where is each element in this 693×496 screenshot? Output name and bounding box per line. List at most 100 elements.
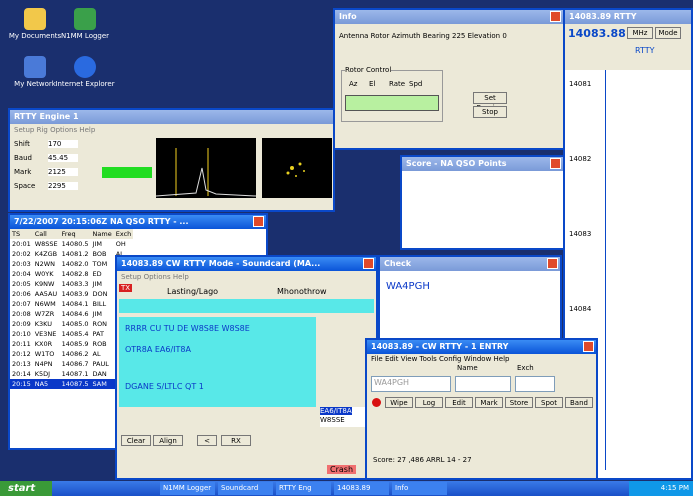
cell: JIM (91, 309, 114, 319)
cell: N2WN (33, 259, 60, 269)
rx-text: OTR8A EA6/IT8A (125, 345, 191, 354)
task-button[interactable]: 14083.89 (334, 482, 389, 495)
label: Mhonothrow (277, 287, 327, 296)
icon-label: My Network (14, 80, 56, 88)
menu-bar[interactable]: Setup Rig Options Help (14, 126, 95, 134)
scale-label: 14081 (569, 80, 591, 88)
task-button[interactable]: Info (392, 482, 447, 495)
cell: 20:14 (10, 369, 33, 379)
info-text: Antenna Rotor Azimuth Bearing 225 Elevat… (339, 32, 507, 40)
button[interactable]: Mode (655, 27, 681, 39)
scale-label: 14082 (569, 155, 591, 163)
cell: 20:10 (10, 329, 33, 339)
cell: 14087.1 (60, 369, 91, 379)
title-bar: Check (380, 257, 560, 271)
status-bar: Score: 27 ,486 ARRL 14 - 27 (373, 456, 472, 464)
close-button[interactable] (550, 11, 561, 22)
call-field[interactable]: WA4PGH (371, 376, 451, 392)
desktop-icon[interactable]: Internet Explorer (55, 56, 115, 88)
menu-bar[interactable]: File Edit View Tools Config Window Help (371, 355, 510, 363)
key-button[interactable]: Store (505, 397, 533, 408)
key-button[interactable]: Band (565, 397, 593, 408)
cell: 14086.7 (60, 359, 91, 369)
engine-window: RTTY Engine 1 Setup Rig Options Help Shi… (8, 108, 335, 212)
task-button[interactable]: Soundcard (218, 482, 273, 495)
column-header: Call (33, 229, 60, 239)
cell: OH (114, 239, 134, 249)
button[interactable]: Align (153, 435, 183, 446)
close-button[interactable] (583, 341, 594, 352)
close-button[interactable] (253, 216, 264, 227)
cell: N4PN (33, 359, 60, 369)
key-button[interactable]: Log (415, 397, 443, 408)
info-window: Info Antenna Rotor Azimuth Bearing 225 E… (333, 8, 565, 150)
menu-bar[interactable]: Setup Options Help (121, 273, 189, 281)
close-button[interactable] (547, 258, 558, 269)
field: 2295 (48, 182, 78, 190)
label: Lasting/Lago (167, 287, 218, 296)
button[interactable]: RX (221, 435, 251, 446)
desktop-icon[interactable]: N1MM Logger (55, 8, 115, 40)
label: Exch (517, 364, 534, 372)
cell: RON (91, 319, 114, 329)
frequency: 14083.88 (568, 27, 626, 40)
cell: 20:05 (10, 279, 33, 289)
cell: 20:01 (10, 239, 33, 249)
window-title: 7/22/2007 20:15:06Z NA QSO RTTY - ... (14, 217, 189, 226)
entry-window: 14083.89 - CW RTTY - 1 ENTRY File Edit V… (365, 338, 598, 480)
cell: NA5 (33, 379, 60, 389)
mode-label: RTTY (635, 46, 655, 55)
cell: W7ZR (33, 309, 60, 319)
cell: AA5AU (33, 289, 60, 299)
column-header: Exch (114, 229, 134, 239)
cell: 20:07 (10, 299, 33, 309)
title-bar: 14083.89 - CW RTTY - 1 ENTRY (367, 340, 596, 354)
cell: BOB (91, 249, 114, 259)
key-button[interactable]: Wipe (385, 397, 413, 408)
call: W8SSE (320, 416, 345, 424)
window-title: Score - NA QSO Points (406, 159, 506, 168)
task-button[interactable]: RTTY Eng (276, 482, 331, 495)
key-button[interactable]: Spot (535, 397, 563, 408)
cell: 20:09 (10, 319, 33, 329)
call: EA6/IT8A (320, 407, 352, 415)
cell: JIM (91, 279, 114, 289)
cell: 20:04 (10, 269, 33, 279)
button[interactable]: Set Bearing (473, 92, 507, 104)
cell: DAN (91, 369, 114, 379)
field: 45.45 (48, 154, 78, 162)
clock: 4:15 PM (629, 481, 693, 496)
cell: VE3NE (33, 329, 60, 339)
close-button[interactable] (363, 258, 374, 269)
key-button[interactable]: Mark (475, 397, 503, 408)
cell: JIM (91, 239, 114, 249)
label: Baud (14, 154, 44, 162)
exch-field[interactable] (515, 376, 555, 392)
cell: ROB (91, 339, 114, 349)
button[interactable]: Clear (121, 435, 151, 446)
button[interactable]: MHz (627, 27, 653, 39)
button[interactable]: < (197, 435, 217, 446)
label: Name (457, 364, 478, 372)
task-button[interactable]: N1MM Logger (160, 482, 215, 495)
cell: W0YK (33, 269, 60, 279)
title-bar: RTTY Engine 1 (10, 110, 333, 124)
spectrum (156, 138, 256, 198)
cell: K9NW (33, 279, 60, 289)
cell: SAM (91, 379, 114, 389)
label: Mark (14, 168, 44, 176)
key-button[interactable]: Edit (445, 397, 473, 408)
call: WA4PGH (386, 281, 430, 292)
name-field[interactable] (455, 376, 511, 392)
start-button[interactable]: start (0, 481, 52, 496)
cell: K3KU (33, 319, 60, 329)
header-row: TSCallFreqNameExch (10, 229, 133, 239)
close-button[interactable] (550, 158, 561, 169)
scale-label: 14083 (569, 230, 591, 238)
title-bar: 14083.89 CW RTTY Mode - Soundcard (MA... (117, 257, 376, 271)
cell: 14084.6 (60, 309, 91, 319)
icon-label: Internet Explorer (55, 80, 114, 88)
cell: 14081.2 (60, 249, 91, 259)
button[interactable]: Stop (473, 106, 507, 118)
